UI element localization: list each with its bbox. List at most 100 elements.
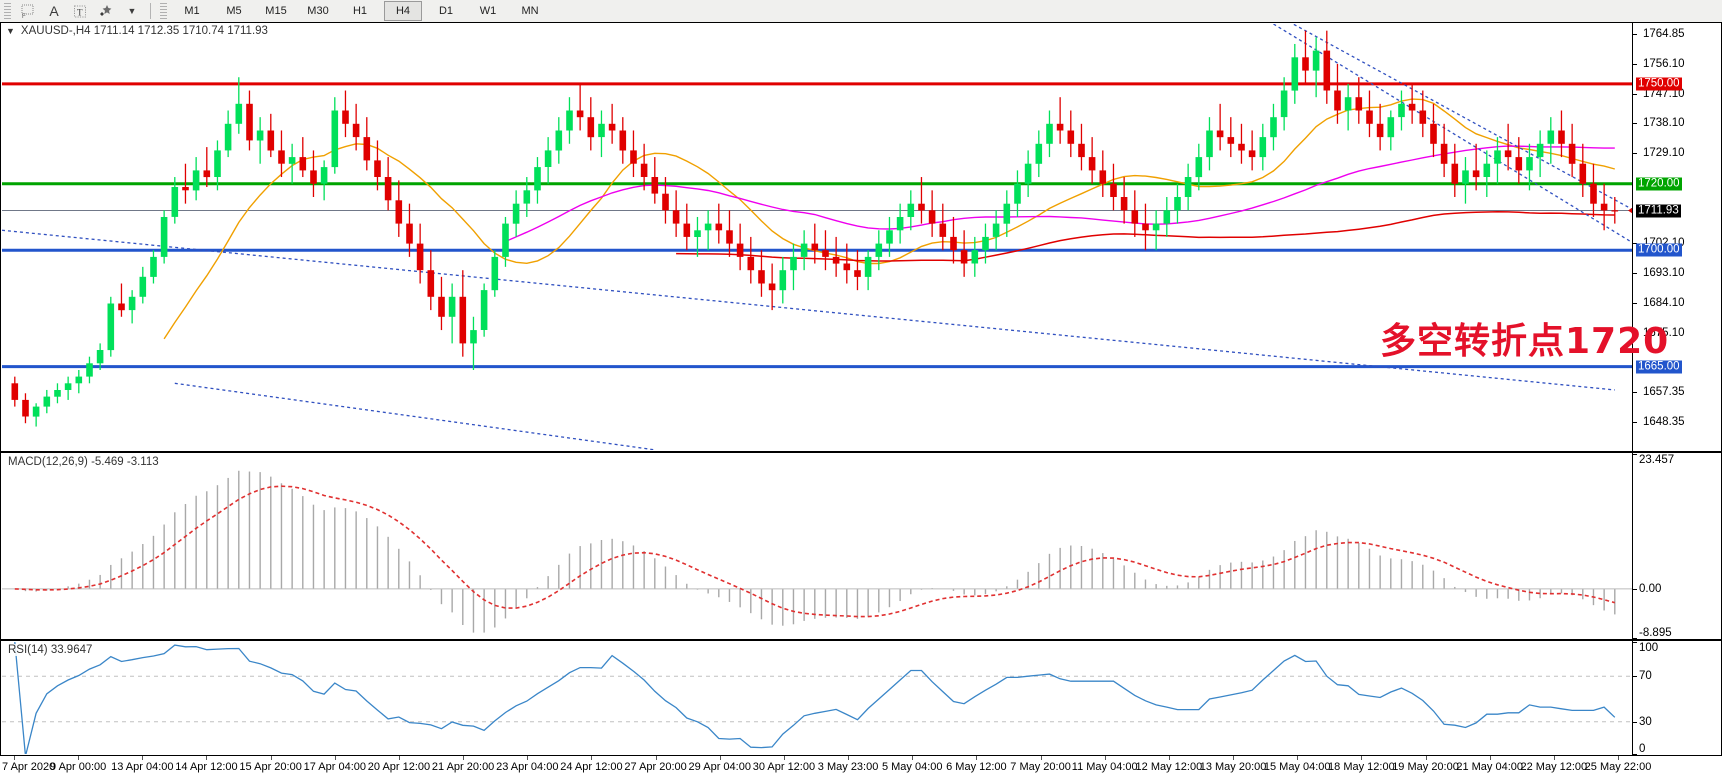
timeframe-w1[interactable]: W1 [479, 5, 497, 17]
timeframe-h1[interactable]: H1 [352, 5, 368, 17]
chart-annotation-text: 多空转折点1720 [1380, 321, 1670, 362]
price-axis-label: 1738.10 [1643, 117, 1685, 130]
time-axis-label: 5 May 04:00 [881, 761, 943, 773]
price-axis-tick [1633, 243, 1637, 245]
time-axis-tick [1489, 756, 1491, 760]
timeframe-m15[interactable]: M15 [265, 5, 287, 17]
price-plot-area[interactable] [2, 24, 1633, 450]
rsi-axis-label: 30 [1639, 715, 1652, 728]
time-axis-tick [142, 756, 144, 760]
time-axis-label: 24 Apr 12:00 [560, 761, 623, 773]
time-axis-tick [270, 756, 272, 760]
price-axis-tick [1633, 34, 1637, 36]
chevron-down-icon[interactable]: ▼ [6, 25, 15, 36]
price-axis-tick [1633, 63, 1637, 65]
price-tag-1750.00[interactable]: 1750.00 [1636, 77, 1682, 91]
time-axis-label: 7 Apr 2020 [2, 761, 56, 773]
time-axis-label: 17 Apr 04:00 [303, 761, 366, 773]
price-tag-1665.00[interactable]: 1665.00 [1636, 360, 1682, 374]
macd-axis-tick [1633, 588, 1637, 590]
time-axis-tick [1425, 756, 1427, 760]
time-axis-label: 7 May 20:00 [1010, 761, 1071, 773]
timeframe-d1[interactable]: D1 [438, 5, 454, 17]
price-axis-label: 1648.35 [1643, 416, 1685, 429]
timeframe-grip[interactable] [160, 3, 167, 19]
time-axis-label: 29 Apr 04:00 [688, 761, 751, 773]
symbol-info-text: XAUUSD-,H4 1711.14 1712.35 1710.74 1711.… [20, 24, 268, 37]
price-axis-tick [1633, 333, 1637, 335]
time-axis-tick [206, 756, 208, 760]
time-axis-tick [1361, 756, 1363, 760]
time-axis-tick [527, 756, 529, 760]
time-axis-tick [1553, 756, 1555, 760]
rsi-pane: RSI(14) 33.9647 100 70 30 0 [0, 640, 1722, 756]
macd-series [2, 470, 1633, 633]
rsi-series [2, 642, 1633, 754]
time-axis-tick [848, 756, 850, 760]
price-axis-tick [1633, 392, 1637, 394]
rsi-axis-label: 0 [1639, 743, 1646, 755]
time-axis[interactable]: 7 Apr 2020 9 Apr 00:00 13 Apr 04:00 14 Apr … [0, 756, 1722, 780]
rsi-axis-tick [1633, 642, 1637, 643]
time-axis-tick [1104, 756, 1106, 760]
macd-label: MACD(12,26,9) -5.469 -3.113 [7, 456, 160, 468]
rsi-axis-label: 70 [1639, 670, 1652, 683]
macd-axis-label: -8.895 [1639, 627, 1672, 639]
time-axis-label: 27 Apr 20:00 [624, 761, 687, 773]
time-axis-label: 14 Apr 12:00 [175, 761, 238, 773]
svg-text:F: F [22, 14, 26, 19]
macd-axis-tick [1633, 638, 1637, 639]
time-axis-tick [976, 756, 978, 760]
time-axis-label: 3 May 23:00 [817, 761, 879, 773]
time-axis-label: 6 May 12:00 [946, 761, 1007, 773]
price-tag-1700.00[interactable]: 1700.00 [1636, 243, 1682, 257]
macd-axis[interactable]: 23.457 0.00 -8.895 [1632, 453, 1721, 639]
rsi-label: RSI(14) 33.9647 [7, 644, 94, 656]
text-a-icon[interactable]: A [49, 3, 59, 19]
price-tag-1720.00[interactable]: 1720.00 [1636, 177, 1682, 191]
time-axis-tick [463, 756, 465, 760]
time-axis-label: 21 May 04:00 [1456, 761, 1523, 773]
timeframe-m30[interactable]: M30 [307, 5, 329, 17]
symbol-info-bar[interactable]: ▼ XAUUSD-,H4 1711.14 1712.35 1710.74 171… [1, 23, 268, 38]
time-axis-tick [655, 756, 657, 760]
time-axis-label: 13 May 20:00 [1199, 761, 1267, 773]
time-axis-label: 13 Apr 04:00 [111, 761, 174, 773]
time-axis-label: 23 Apr 04:00 [496, 761, 559, 773]
toolbar-grip[interactable] [4, 3, 11, 19]
rsi-axis[interactable]: 100 70 30 0 [1632, 641, 1721, 755]
rsi-axis-tick [1633, 754, 1637, 755]
macd-pane: MACD(12,26,9) -5.469 -3.113 23.457 0.00 -8… [0, 452, 1722, 640]
time-axis-label: 21 Apr 20:00 [431, 761, 495, 773]
time-axis-tick [398, 756, 400, 760]
price-tag-1711.93[interactable]: 1711.93 [1636, 204, 1681, 218]
text-label-icon[interactable]: T [67, 1, 93, 21]
price-axis-label: 1675.10 [1643, 327, 1685, 340]
time-axis-tick [78, 756, 80, 760]
toolbar: F A T ▼ M1 M5 M15 M30 H1 H4 D1 W1 MN [0, 0, 1722, 23]
price-axis-label: 1729.10 [1643, 147, 1685, 160]
price-axis-label: 1693.10 [1643, 267, 1685, 280]
rsi-plot-area[interactable] [2, 642, 1633, 754]
time-axis-label: 12 May 12:00 [1135, 761, 1203, 773]
time-axis-label: 30 Apr 12:00 [752, 761, 816, 773]
time-axis-label: 22 May 12:00 [1520, 761, 1588, 773]
timeframe-m1[interactable]: M1 [184, 5, 200, 17]
price-axis-label: 1756.10 [1643, 57, 1685, 70]
time-axis-tick [1618, 756, 1619, 760]
timeframe-h4[interactable]: H4 [384, 1, 422, 21]
price-axis-tick [1633, 93, 1637, 95]
timeframe-mn[interactable]: MN [521, 5, 539, 17]
objects-icon[interactable] [93, 1, 119, 21]
macd-plot-area[interactable] [2, 454, 1633, 638]
dropdown-arrow-icon[interactable]: ▼ [127, 6, 137, 16]
macd-axis-label: 0.00 [1639, 582, 1662, 595]
price-axis-label: 1764.85 [1643, 28, 1685, 41]
time-axis-label: 11 May 04:00 [1071, 761, 1138, 773]
timeframe-m5[interactable]: M5 [226, 5, 242, 17]
price-axis[interactable]: 1764.851756.101747.101738.101729.101702.… [1632, 23, 1721, 451]
crosshair-f-icon[interactable]: F [15, 1, 41, 21]
price-candles [2, 24, 1633, 450]
price-axis-tick [1633, 273, 1637, 275]
